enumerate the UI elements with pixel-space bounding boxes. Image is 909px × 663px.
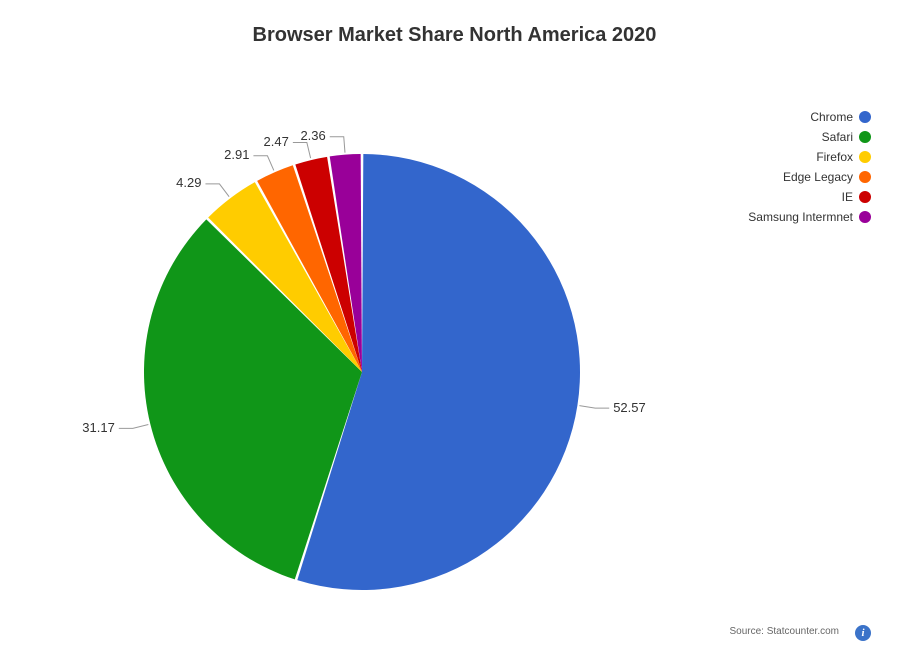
slice-label: 2.36 bbox=[300, 128, 325, 143]
legend-swatch bbox=[859, 211, 871, 223]
legend-label: Edge Legacy bbox=[783, 170, 853, 184]
legend-label: IE bbox=[842, 190, 853, 204]
slice-label: 2.47 bbox=[264, 134, 289, 149]
legend-swatch bbox=[859, 111, 871, 123]
legend-swatch bbox=[859, 151, 871, 163]
legend-swatch bbox=[859, 131, 871, 143]
source-text: Source: Statcounter.com bbox=[729, 626, 839, 637]
slice-label: 2.91 bbox=[224, 147, 249, 162]
info-icon[interactable]: i bbox=[855, 625, 871, 641]
legend-label: Firefox bbox=[816, 150, 853, 164]
pie-svg bbox=[0, 0, 909, 663]
legend-swatch bbox=[859, 171, 871, 183]
leader-line bbox=[579, 406, 609, 408]
legend-label: Chrome bbox=[810, 110, 853, 124]
legend-item[interactable]: Chrome bbox=[748, 108, 871, 126]
legend-label: Samsung Intermnet bbox=[748, 210, 853, 224]
leader-line bbox=[330, 137, 345, 153]
slice-label: 31.17 bbox=[82, 420, 115, 435]
leader-line bbox=[253, 156, 273, 171]
legend-item[interactable]: Samsung Intermnet bbox=[748, 208, 871, 226]
legend: Chrome Safari Firefox Edge Legacy IE Samsung … bbox=[748, 108, 871, 228]
legend-item[interactable]: IE bbox=[748, 188, 871, 206]
legend-item[interactable]: Safari bbox=[748, 128, 871, 146]
legend-item[interactable]: Firefox bbox=[748, 148, 871, 166]
leader-line bbox=[205, 184, 229, 197]
pie-chart-container: Browser Market Share North America 2020 … bbox=[0, 0, 909, 663]
legend-swatch bbox=[859, 191, 871, 203]
legend-label: Safari bbox=[822, 130, 853, 144]
slice-label: 52.57 bbox=[613, 400, 646, 415]
slice-label: 4.29 bbox=[176, 175, 201, 190]
leader-line bbox=[119, 424, 149, 428]
leader-line bbox=[293, 143, 311, 159]
legend-item[interactable]: Edge Legacy bbox=[748, 168, 871, 186]
